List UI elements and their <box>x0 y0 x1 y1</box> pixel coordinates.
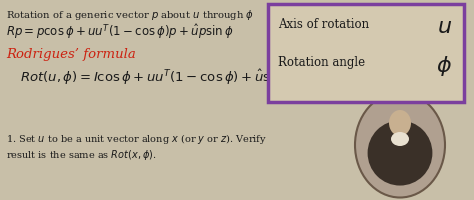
Text: $\mathit{u}$: $\mathit{u}$ <box>437 16 452 38</box>
Text: $\phi$: $\phi$ <box>436 54 452 78</box>
Text: Rotation angle: Rotation angle <box>278 56 365 69</box>
Text: Axis of rotation: Axis of rotation <box>278 18 369 31</box>
Ellipse shape <box>389 110 411 136</box>
Text: Rodrigues’ formula: Rodrigues’ formula <box>6 48 136 61</box>
Text: 1. Set $u$ to be a unit vector along $x$ (or $y$ or $z$). Verify
result is the s: 1. Set $u$ to be a unit vector along $x$… <box>6 132 267 162</box>
Ellipse shape <box>368 120 432 186</box>
Bar <box>268 4 464 102</box>
Ellipse shape <box>355 92 445 198</box>
Text: $Rot(u, \phi) = I\cos\phi + uu^T(1 - \cos\phi) + \hat{u}\sin\phi$: $Rot(u, \phi) = I\cos\phi + uu^T(1 - \co… <box>20 68 294 87</box>
Text: Rotation of a generic vector $p$ about $u$ through $\phi$: Rotation of a generic vector $p$ about $… <box>6 8 254 22</box>
Ellipse shape <box>391 132 409 146</box>
Text: $Rp = p\cos\phi + uu^T(1 - \cos\phi)p + \hat{u}p\sin\phi$: $Rp = p\cos\phi + uu^T(1 - \cos\phi)p + … <box>6 22 234 41</box>
